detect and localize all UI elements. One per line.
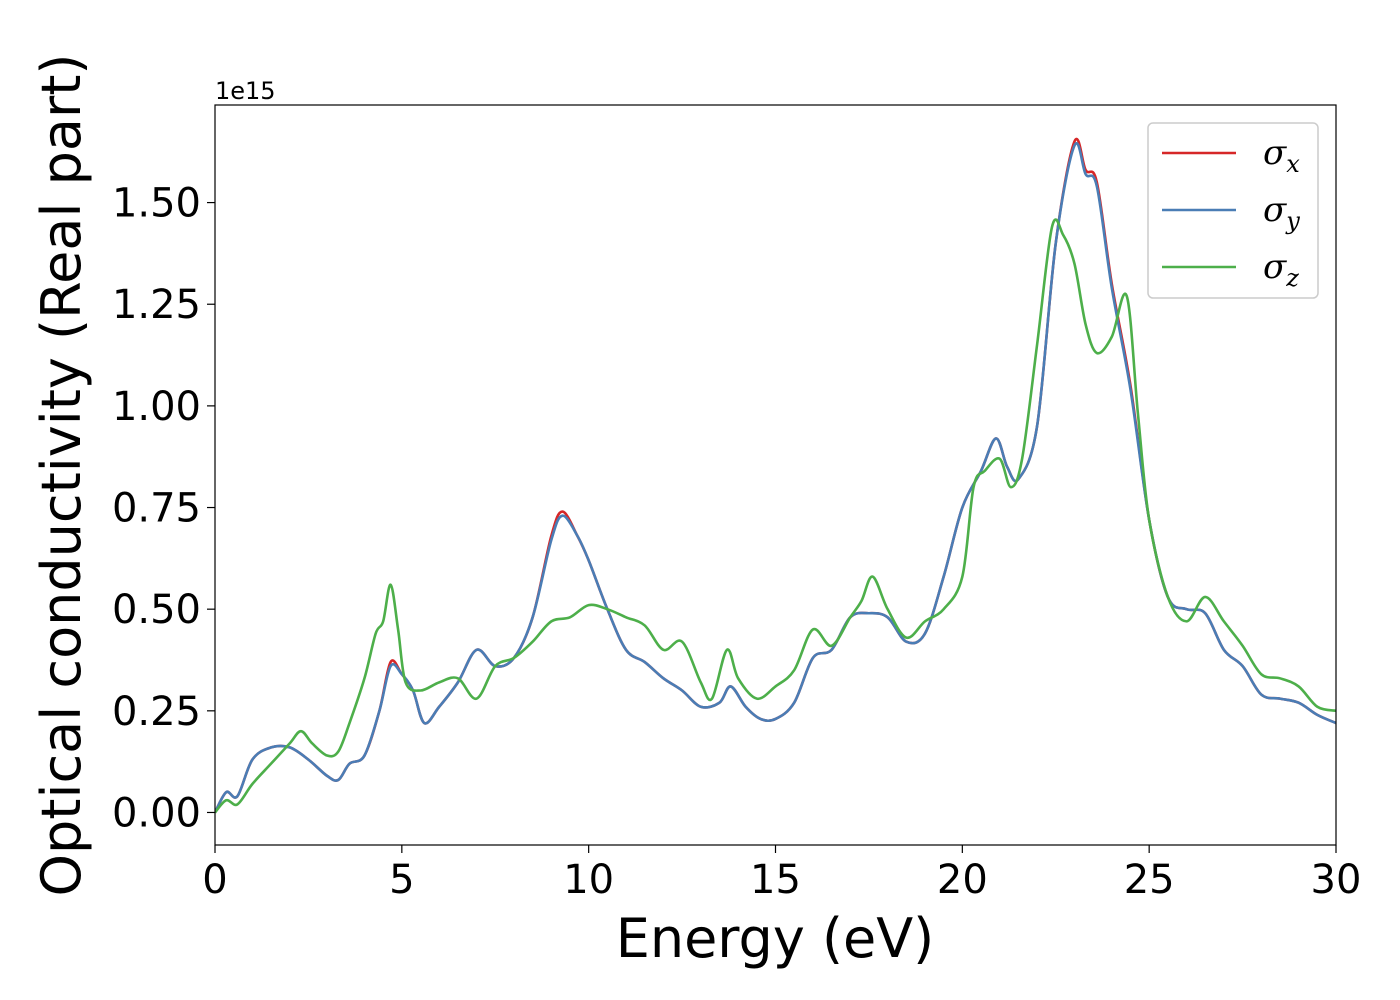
- y-tick-label: 1.00: [112, 384, 201, 430]
- y-tick-label: 0.00: [112, 790, 201, 836]
- x-tick-label: 30: [1311, 857, 1362, 903]
- y-axis-label: Optical conductivity (Real part): [30, 54, 93, 897]
- x-axis-label: Energy (eV): [616, 907, 935, 970]
- y-tick-label: 0.75: [112, 486, 201, 532]
- legend: σx σy σz: [1147, 122, 1319, 299]
- legend-entry-y: σy: [1263, 190, 1300, 235]
- y-offset-label: 1e15: [215, 77, 276, 105]
- x-tick-label: 10: [563, 857, 614, 903]
- series-line-z: [215, 218, 1336, 814]
- y-axis: 0.00 0.25 0.50 0.75 1.00 1.25 1.50: [112, 181, 215, 836]
- series-layer: [215, 137, 1336, 814]
- y-tick-label: 0.50: [112, 587, 201, 633]
- x-tick-label: 20: [937, 857, 988, 903]
- x-tick-label: 5: [389, 857, 414, 903]
- x-axis: 0 5 10 15 20 25 30: [202, 845, 1361, 903]
- x-tick-label: 25: [1124, 857, 1175, 903]
- y-tick-label: 1.25: [112, 282, 201, 328]
- y-tick-label: 1.50: [112, 181, 201, 227]
- series-line-y: [215, 141, 1336, 814]
- y-tick-label: 0.25: [112, 689, 201, 735]
- legend-entry-z: σz: [1263, 247, 1299, 292]
- x-tick-label: 0: [202, 857, 227, 903]
- legend-entry-x: σx: [1263, 133, 1300, 178]
- x-tick-label: 15: [750, 857, 801, 903]
